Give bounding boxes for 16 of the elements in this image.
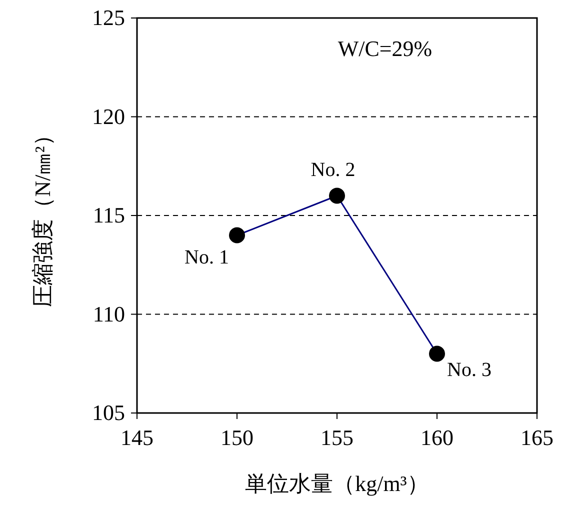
- annotation: No. 2: [310, 158, 356, 181]
- x-tick-label: 165: [520, 425, 554, 450]
- x-tick-label: 155: [320, 425, 354, 450]
- y-tick-label: 120: [92, 104, 125, 129]
- y-tick-label: 110: [92, 301, 125, 326]
- x-tick-label: 160: [420, 425, 454, 450]
- annotation: W/C=29%: [338, 36, 432, 61]
- y-tick-label: 125: [92, 5, 125, 30]
- x-tick-label: 145: [120, 425, 154, 450]
- x-axis-title: 単位水量（kg/m³）: [245, 471, 429, 496]
- y-axis-title: 圧縮強度（N/㎜²）: [30, 124, 55, 307]
- x-tick-label: 150: [220, 425, 254, 450]
- y-tick-label: 105: [92, 400, 125, 425]
- annotation: No. 3: [447, 358, 492, 381]
- annotation: No. 1: [184, 246, 229, 268]
- y-tick-label: 115: [92, 202, 125, 228]
